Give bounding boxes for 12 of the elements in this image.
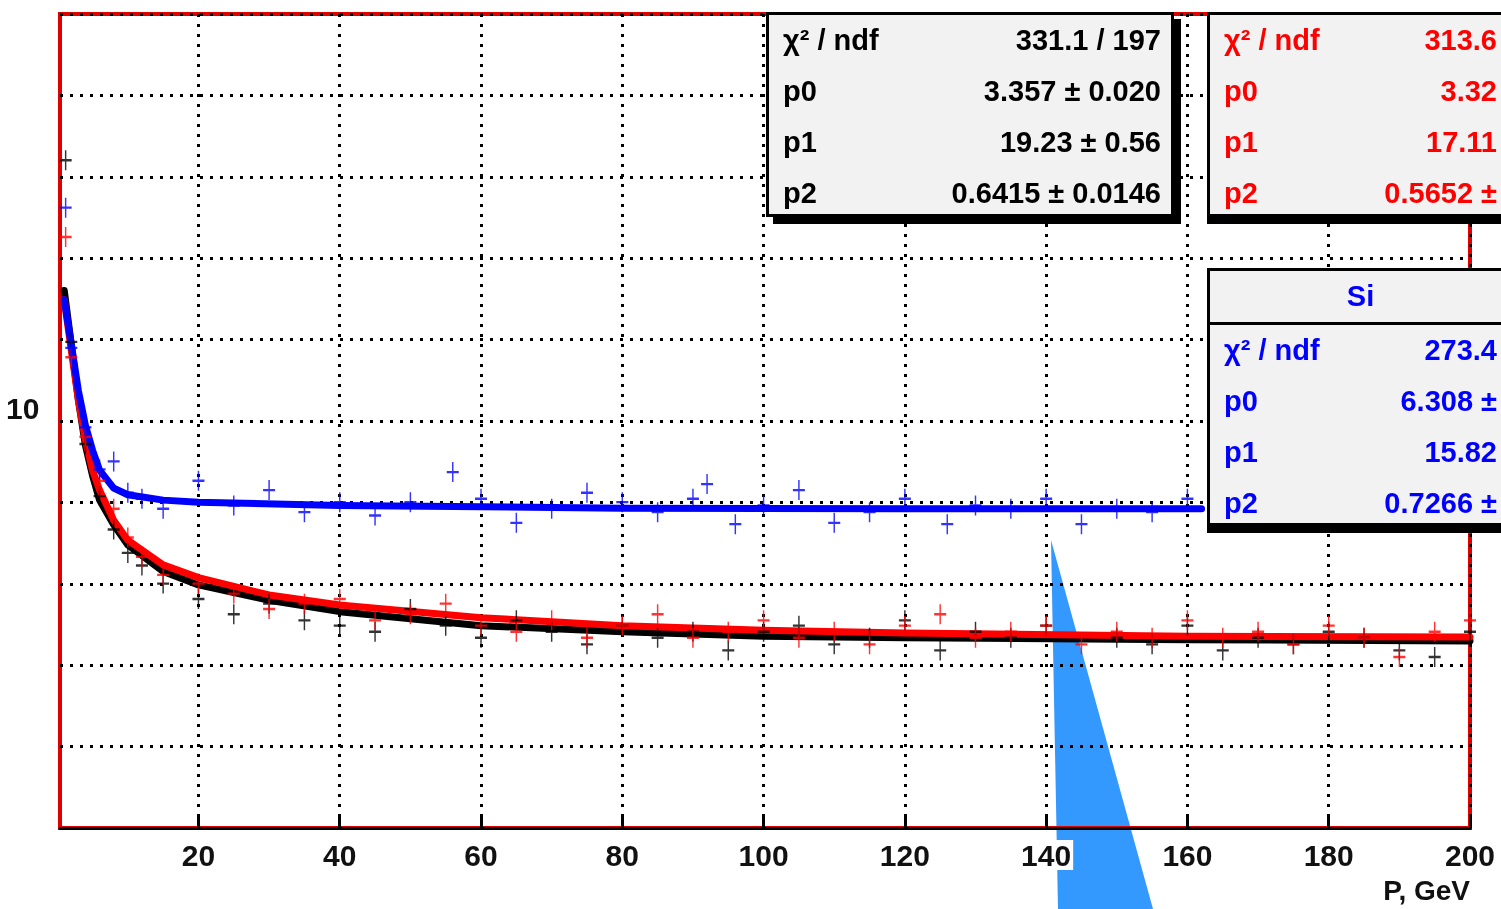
x-tick-label: 140 <box>1021 838 1072 872</box>
x-tick-label: 20 <box>181 838 216 872</box>
x-tick-label: 80 <box>605 838 639 872</box>
x-tick-label: 60 <box>464 838 498 872</box>
x-tick-label: 120 <box>879 838 930 872</box>
x-tick-label: 100 <box>738 838 789 872</box>
x-tick-label: 200 <box>1444 838 1496 872</box>
x-axis-title: P, GeV <box>1383 874 1471 906</box>
x-tick-label: 40 <box>323 838 357 872</box>
text: 10 <box>6 392 40 426</box>
x-tick-label: 160 <box>1162 838 1213 872</box>
x-tick-label: 180 <box>1303 838 1354 872</box>
